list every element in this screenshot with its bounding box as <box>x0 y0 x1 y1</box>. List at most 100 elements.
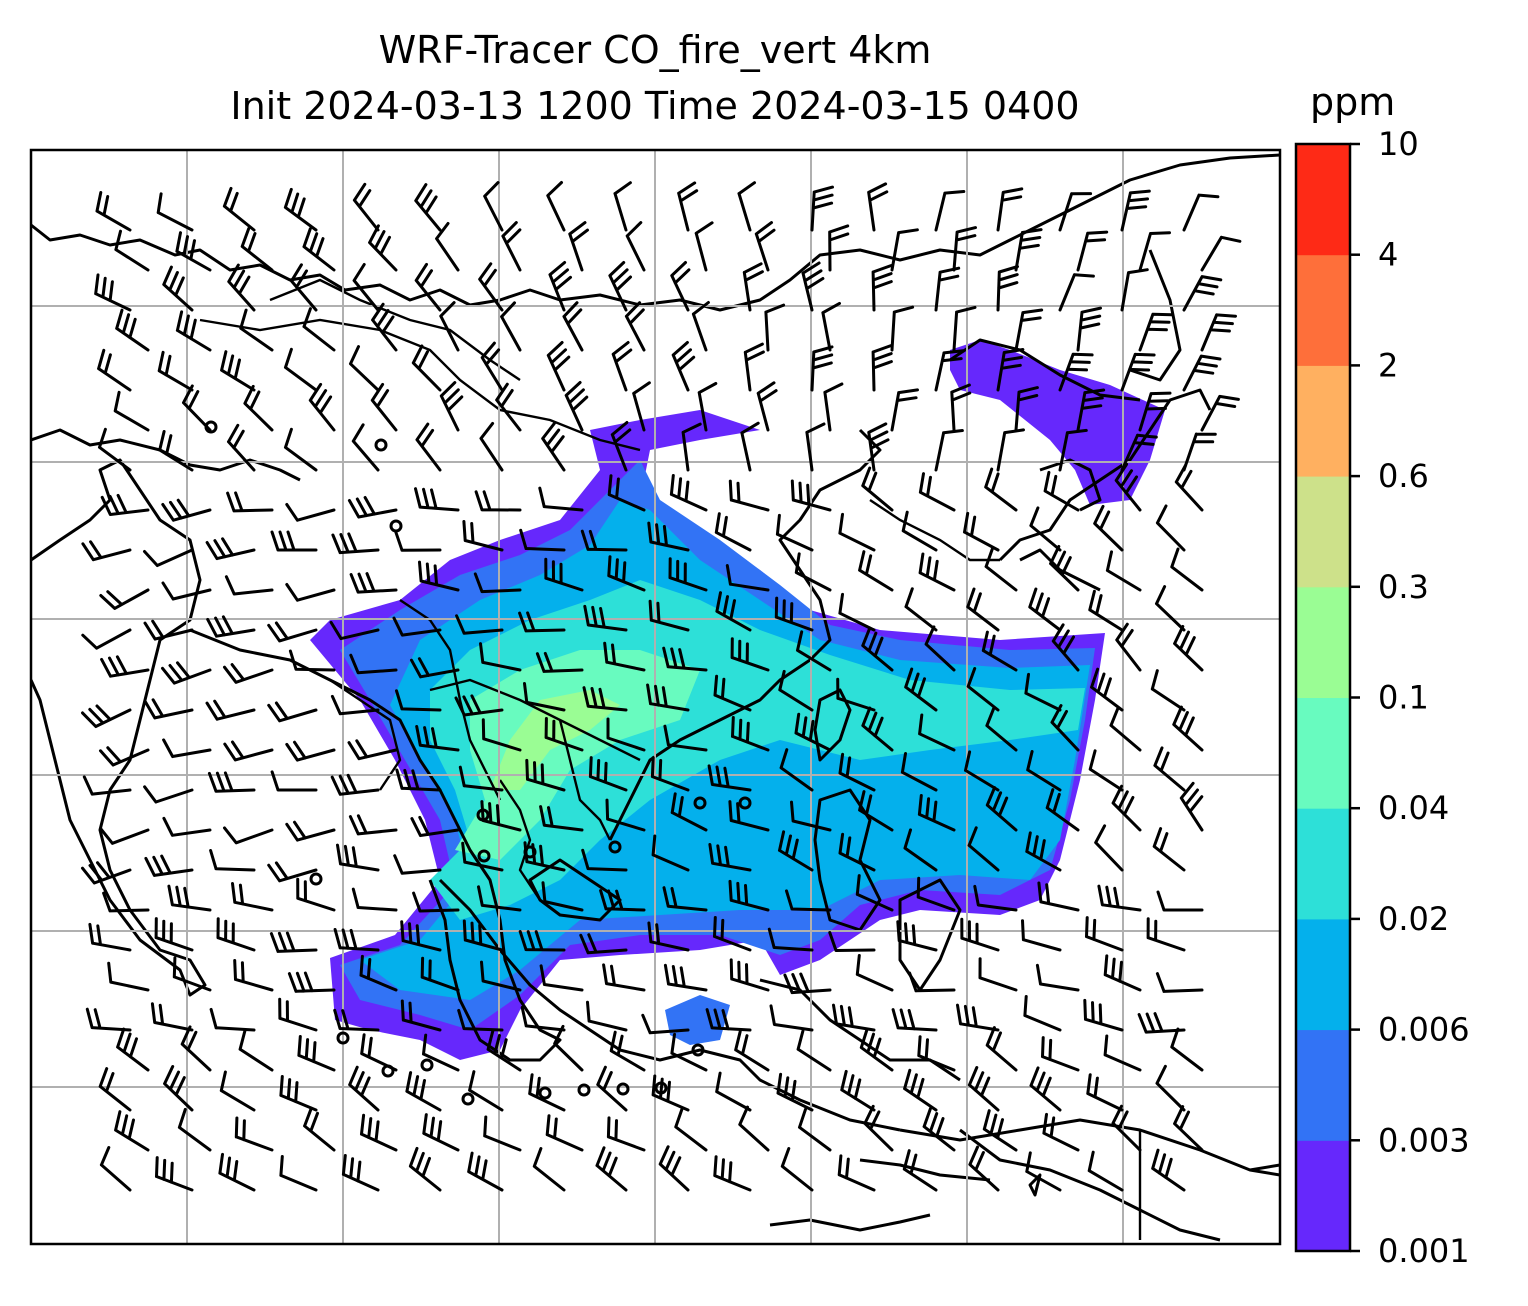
wind-barb <box>562 301 584 352</box>
wind-barb <box>1097 884 1142 912</box>
wind-barb <box>896 920 938 952</box>
colorbar-segment <box>1296 697 1350 809</box>
wind-barb <box>95 191 132 232</box>
wind-barb <box>1155 1064 1186 1112</box>
wind-barb <box>546 181 566 232</box>
wind-barb <box>1173 1105 1204 1152</box>
wind-barb <box>964 750 1000 792</box>
colorbar-segment <box>1296 476 1350 588</box>
wind-barb <box>603 641 646 672</box>
wind-barb <box>500 301 522 352</box>
wind-barb <box>1111 784 1142 832</box>
wind-barb <box>481 718 522 752</box>
wind-barb <box>525 758 566 792</box>
wind-barb <box>778 669 814 712</box>
wind-barb <box>371 302 398 352</box>
wind-barb <box>952 226 977 272</box>
calm-marker <box>616 1082 630 1096</box>
wind-barb <box>82 775 132 796</box>
wind-barb <box>743 342 765 392</box>
wind-barb <box>553 1024 584 1072</box>
wind-barb <box>279 1075 318 1112</box>
wind-barb <box>805 422 826 472</box>
wind-barb <box>891 1008 938 1032</box>
wind-barb <box>287 971 336 993</box>
wind-barb <box>523 682 566 712</box>
wind-barb <box>838 832 876 872</box>
wind-barb <box>368 224 398 272</box>
wind-barb <box>435 222 460 272</box>
calm-marker <box>693 796 707 810</box>
wind-barb <box>81 628 132 650</box>
wind-barb <box>985 1026 1018 1072</box>
wind-barb <box>610 421 632 472</box>
colorbar-tick-label: 2 <box>1378 346 1398 384</box>
wind-barb <box>790 479 832 512</box>
wind-barb <box>1049 545 1080 592</box>
wind-barb <box>473 572 522 594</box>
wind-barb <box>143 785 194 804</box>
wind-barb <box>269 931 318 953</box>
wind-barb <box>226 491 274 513</box>
wind-barb <box>861 466 894 512</box>
wind-barb <box>1058 273 1095 312</box>
wind-barb <box>859 1028 894 1072</box>
wind-barb <box>900 752 938 792</box>
wind-barb <box>967 826 1000 872</box>
wind-barb <box>978 957 1018 992</box>
wind-barb <box>270 530 318 552</box>
wind-barb <box>1058 428 1088 472</box>
wind-barb <box>467 1151 504 1192</box>
wind-barb <box>705 1008 752 1032</box>
wind-barb <box>143 548 194 567</box>
wind-barb <box>956 1003 1000 1032</box>
wind-barb <box>922 1107 956 1152</box>
wind-barb <box>651 834 690 872</box>
wind-barb <box>1174 463 1204 512</box>
colorbar-segment <box>1296 1029 1350 1141</box>
wind-barb <box>1028 587 1062 632</box>
wind-barb <box>180 1025 212 1072</box>
calm-marker <box>461 1092 475 1106</box>
wind-barb <box>411 344 442 392</box>
wind-barb <box>414 487 460 512</box>
wind-barb <box>410 657 460 679</box>
wind-barb <box>730 637 770 672</box>
wind-barb <box>410 815 460 837</box>
wind-barb <box>694 221 714 272</box>
wind-barb <box>871 344 893 392</box>
wind-barb <box>769 1004 814 1032</box>
wind-barb <box>99 746 150 767</box>
wind-barb <box>901 510 938 552</box>
wind-barb <box>950 383 972 432</box>
wind-barb <box>415 725 460 752</box>
wind-barb <box>837 1154 876 1192</box>
wind-barb <box>1179 781 1204 832</box>
wind-barb <box>606 717 646 752</box>
wind-barb <box>161 581 212 601</box>
wind-barb <box>715 1071 752 1112</box>
wind-barb <box>564 381 589 432</box>
wind-barb <box>329 620 380 641</box>
wind-barb <box>483 1115 522 1152</box>
wind-barb <box>223 663 274 684</box>
wind-barb <box>462 520 504 552</box>
wind-barb <box>1094 824 1124 872</box>
wind-barb <box>774 596 814 632</box>
wind-barb <box>648 599 690 632</box>
wind-barb <box>1026 750 1062 792</box>
wind-barb <box>742 262 764 312</box>
plume-hot <box>455 650 700 860</box>
wind-barb <box>102 891 150 913</box>
wind-barb <box>934 429 964 472</box>
wind-barb <box>81 704 132 728</box>
wind-barb <box>1182 432 1217 472</box>
wind-barb <box>458 765 504 792</box>
wind-barb <box>1058 192 1093 232</box>
wind-barb <box>224 575 274 596</box>
wind-barb <box>359 954 398 992</box>
wind-barb <box>412 891 460 913</box>
wind-barb <box>528 1073 566 1112</box>
wind-barb <box>650 756 690 792</box>
